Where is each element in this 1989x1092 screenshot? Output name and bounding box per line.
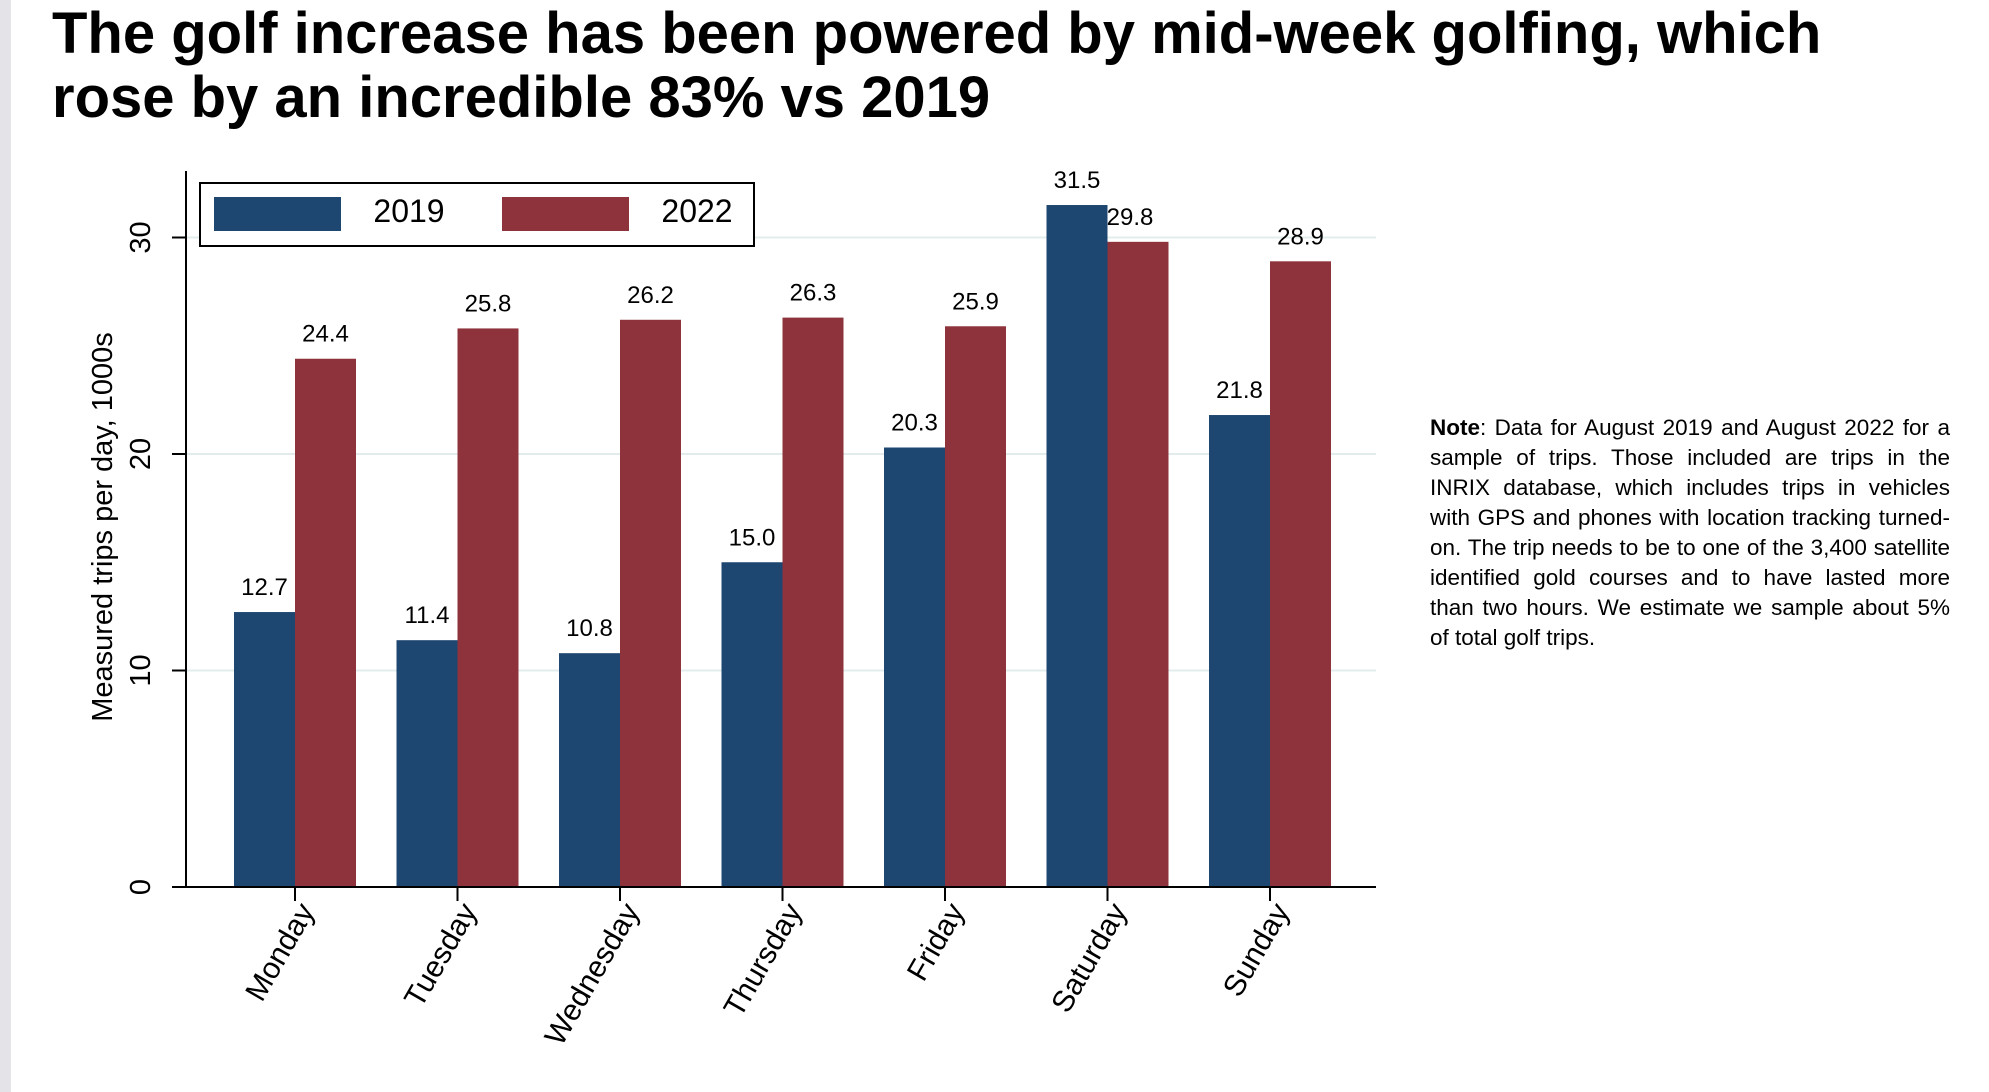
bar-2022-thursday xyxy=(782,317,844,888)
data-label-2022-sunday: 28.9 xyxy=(1277,223,1324,250)
y-tick-label: 30 xyxy=(125,221,157,253)
data-label-2022-friday: 25.9 xyxy=(952,288,999,315)
note-label: Note xyxy=(1430,415,1480,440)
data-label-2019-saturday: 31.5 xyxy=(1054,167,1101,194)
note-text: : Data for August 2019 and August 2022 f… xyxy=(1430,415,1950,650)
bar-2019-friday xyxy=(884,447,945,887)
data-labels: 12.7 24.4 11.4 25.8 10.8 26.2 15.0 26.3 20.3 25.9… xyxy=(241,167,1324,642)
legend-label-2022: 2022 xyxy=(661,193,732,229)
data-label-2022-monday: 24.4 xyxy=(302,321,349,348)
data-label-2019-wednesday: 10.8 xyxy=(566,615,613,642)
bar-2022-friday xyxy=(945,326,1006,887)
bar-2022-saturday xyxy=(1107,241,1169,887)
data-label-2019-tuesday: 11.4 xyxy=(405,602,450,629)
bar-2022-monday xyxy=(295,358,356,887)
bar-2022-tuesday xyxy=(457,328,519,887)
data-label-2022-saturday: 29.8 xyxy=(1107,204,1154,231)
legend-label-2019: 2019 xyxy=(373,193,444,229)
page-title-line-1: The golf increase has been powered by mi… xyxy=(52,1,1822,66)
data-label-2019-friday: 20.3 xyxy=(891,410,938,437)
bar-2019-tuesday xyxy=(396,640,458,887)
data-label-2019-thursday: 15.0 xyxy=(729,524,776,551)
y-axis-title: Measured trips per day, 1000s xyxy=(87,332,119,722)
bar-2019-wednesday xyxy=(559,653,620,887)
legend-swatch-2022 xyxy=(502,197,629,231)
bar-2019-sunday xyxy=(1209,415,1270,887)
data-label-2019-sunday: 21.8 xyxy=(1216,377,1263,404)
legend: 2019 2022 xyxy=(199,182,755,247)
bar-2022-sunday xyxy=(1270,261,1331,887)
note-box: Note: Data for August 2019 and August 20… xyxy=(1430,413,1950,653)
y-tick-label: 10 xyxy=(125,654,157,686)
page-title-line-2: rose by an incredible 83% vs 2019 xyxy=(52,65,991,130)
legend-swatch-2019 xyxy=(214,197,341,231)
bar-2019-thursday xyxy=(721,562,783,887)
page-title: The golf increase has been powered by mi… xyxy=(52,2,1932,130)
bar-2019-monday xyxy=(234,612,295,887)
bar-2022-wednesday xyxy=(620,319,681,887)
y-tick-label: 0 xyxy=(125,879,157,895)
bars xyxy=(234,205,1331,888)
data-label-2019-monday: 12.7 xyxy=(241,574,288,601)
data-label-2022-tuesday: 25.8 xyxy=(465,290,512,317)
data-label-2022-thursday: 26.3 xyxy=(790,280,837,307)
bar-2019-saturday xyxy=(1046,205,1108,887)
window-edge xyxy=(0,0,11,1092)
data-label-2022-wednesday: 26.2 xyxy=(627,282,674,309)
y-tick-label: 20 xyxy=(125,438,157,470)
